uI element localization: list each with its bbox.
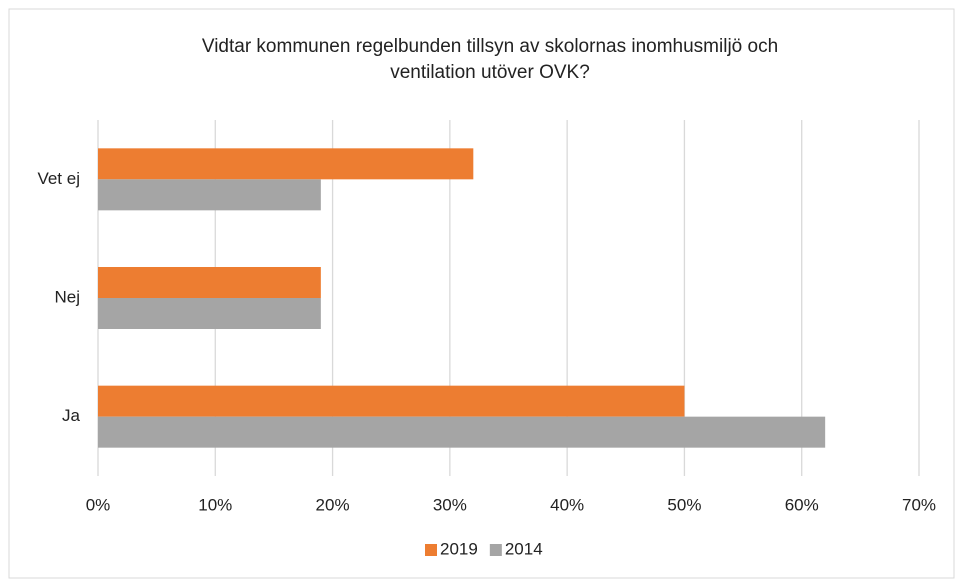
x-tick-label: 60% bbox=[785, 495, 819, 514]
x-tick-label: 30% bbox=[433, 495, 467, 514]
bar bbox=[98, 148, 474, 180]
x-tick-label: 70% bbox=[902, 495, 936, 514]
bar bbox=[98, 267, 321, 298]
bar bbox=[98, 385, 685, 417]
x-tick-label: 20% bbox=[316, 495, 350, 514]
x-tick-label: 40% bbox=[550, 495, 584, 514]
y-tick-label: Nej bbox=[54, 287, 80, 306]
bar bbox=[98, 179, 321, 211]
legend-label: 2014 bbox=[505, 539, 543, 558]
y-tick-label: Ja bbox=[62, 406, 81, 425]
x-tick-label: 0% bbox=[86, 495, 111, 514]
legend-swatch bbox=[425, 544, 437, 556]
legend-swatch bbox=[489, 544, 502, 556]
y-tick-label: Vet ej bbox=[37, 169, 80, 188]
x-tick-label: 50% bbox=[667, 495, 701, 514]
legend-label: 2019 bbox=[440, 539, 478, 558]
x-tick-label: 10% bbox=[198, 495, 232, 514]
bar bbox=[98, 298, 321, 329]
chart-title: ventilation utöver OVK? bbox=[390, 62, 590, 83]
bar bbox=[98, 416, 826, 448]
chart-title: Vidtar kommunen regelbunden tillsyn av s… bbox=[202, 36, 778, 57]
